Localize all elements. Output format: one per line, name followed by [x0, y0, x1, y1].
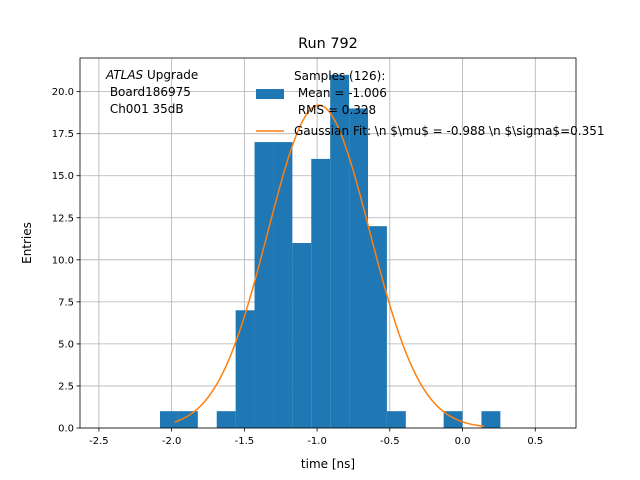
- histogram-bar: [178, 411, 198, 428]
- x-tick-label: 0.5: [527, 436, 543, 447]
- x-tick-label: -1.0: [307, 436, 327, 447]
- x-tick-label: -0.5: [380, 436, 400, 447]
- y-tick-label: 2.5: [58, 381, 74, 392]
- x-tick-label: -1.5: [235, 436, 255, 447]
- x-axis-label: time [ns]: [301, 457, 355, 471]
- atlas-label: ATLAS: [105, 68, 144, 82]
- atlas-upgrade-label: Upgrade: [143, 68, 198, 82]
- histogram-bar: [349, 108, 368, 429]
- y-tick-label: 7.5: [58, 297, 74, 308]
- legend-samples-line-2: Mean = -1.006: [294, 86, 387, 100]
- x-axis-ticks: -2.5 -2.0 -1.5 -1.0 -0.5 0.0 0.5: [89, 428, 543, 447]
- y-tick-label: 0.0: [58, 424, 74, 435]
- histogram-bars: [160, 74, 501, 429]
- histogram-bar: [160, 411, 179, 428]
- y-axis-label: Entries: [20, 222, 34, 264]
- x-tick-label: -2.5: [89, 436, 109, 447]
- y-tick-label: 5.0: [58, 339, 74, 350]
- x-tick-label: -2.0: [162, 436, 182, 447]
- y-tick-label: 12.5: [52, 213, 74, 224]
- histogram-bar: [330, 74, 350, 429]
- y-axis-ticks: 0.0 2.5 5.0 7.5 10.0 12.5 15.0 17.5 20.0: [52, 87, 80, 435]
- svg-text:ATLAS Upgrade: ATLAS Upgrade: [105, 68, 198, 82]
- plot-frame: [79, 57, 577, 429]
- histogram-bar: [292, 243, 312, 428]
- legend-samples-line-3: RMS = 0.328: [294, 103, 376, 117]
- histogram-bar: [235, 310, 255, 428]
- histogram-bar: [311, 158, 331, 428]
- chart-title: Run 792: [298, 36, 358, 52]
- histogram-bar: [386, 411, 406, 428]
- histogram-bar: [273, 142, 293, 428]
- atlas-annotation: ATLAS Upgrade Board186975 Ch001 35dB: [105, 68, 198, 116]
- y-tick-label: 15.0: [52, 171, 74, 182]
- y-tick-label: 10.0: [52, 255, 74, 266]
- channel-label: Ch001 35dB: [106, 102, 184, 116]
- gaussian-fit-curve: [174, 104, 485, 428]
- legend-samples-swatch: [256, 89, 284, 99]
- histogram-bar: [368, 226, 387, 428]
- legend: Samples (126): Mean = -1.006 RMS = 0.328…: [256, 69, 604, 138]
- x-tick-label: 0.0: [455, 436, 471, 447]
- histogram-bar: [481, 411, 501, 428]
- histogram-bar: [254, 142, 274, 428]
- legend-gaussian-label: Gaussian Fit: \n $\mu$ = -0.988 \n $\sig…: [294, 124, 604, 138]
- legend-samples-line-1: Samples (126):: [294, 69, 385, 83]
- y-tick-label: 17.5: [52, 129, 74, 140]
- y-tick-label: 20.0: [52, 87, 74, 98]
- board-label: Board186975: [106, 85, 191, 99]
- histogram-bar: [216, 411, 236, 428]
